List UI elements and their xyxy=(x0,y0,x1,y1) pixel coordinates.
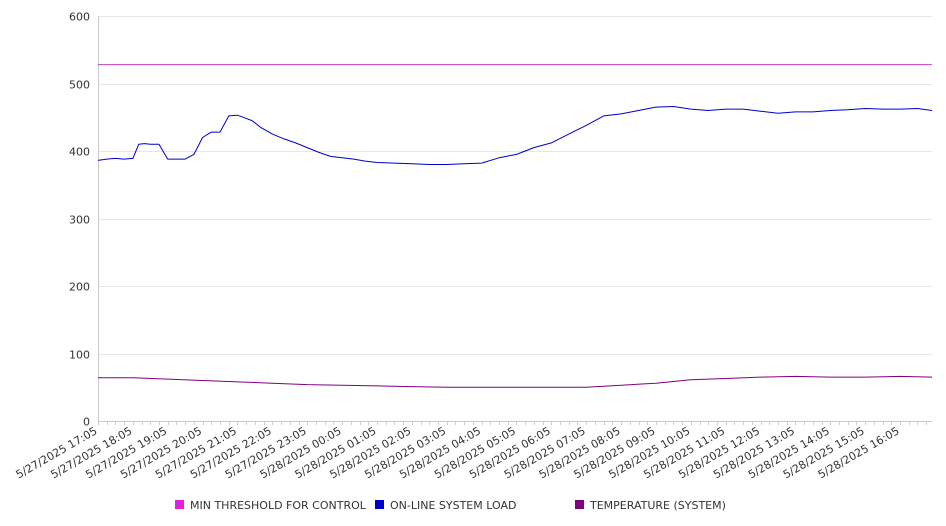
legend-label-min-threshold-for-control: MIN THRESHOLD FOR CONTROL xyxy=(190,499,367,512)
legend-label-temperature-system: TEMPERATURE (SYSTEM) xyxy=(589,499,726,512)
y-tick-label: 300 xyxy=(69,214,90,227)
x-tick-labels: 5/27/2025 17:055/27/2025 18:055/27/2025 … xyxy=(14,424,902,481)
y-tick-label: 0 xyxy=(83,416,90,429)
legend-swatch-temperature-system xyxy=(575,500,584,509)
legend: MIN THRESHOLD FOR CONTROL ON-LINE SYSTEM … xyxy=(175,499,726,512)
legend-swatch-min-threshold-for-control xyxy=(175,500,184,509)
legend-label-on-line-system-load: ON-LINE SYSTEM LOAD xyxy=(390,499,516,512)
y-tick-label: 500 xyxy=(69,79,90,92)
axes xyxy=(98,16,932,425)
series-lines xyxy=(97,64,933,388)
y-tick-labels: 0 100 200 300 400 500 600 xyxy=(69,11,90,429)
y-tick-label: 100 xyxy=(69,349,90,362)
y-tick-label: 200 xyxy=(69,281,90,294)
series-line-on-line-system-load xyxy=(97,106,933,165)
legend-swatch-on-line-system-load xyxy=(375,500,384,509)
y-tick-label: 600 xyxy=(69,11,90,24)
gridlines xyxy=(98,16,932,355)
series-line-temperature-system xyxy=(98,375,933,388)
y-tick-label: 400 xyxy=(69,146,90,159)
